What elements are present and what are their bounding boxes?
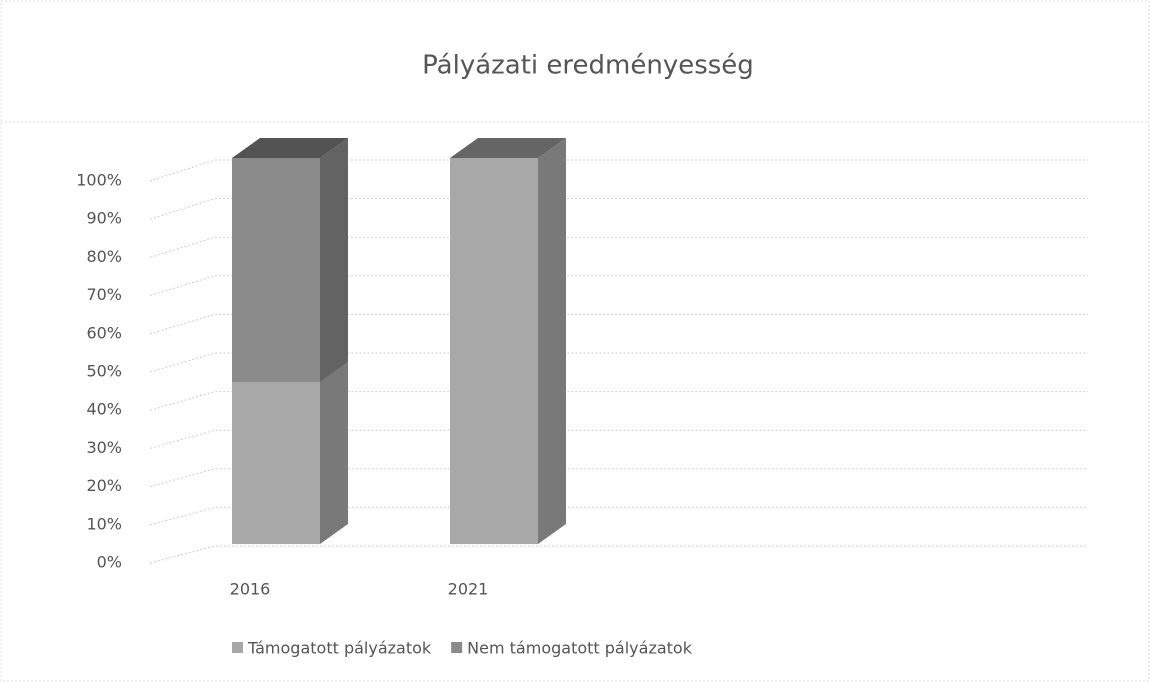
grid-line	[149, 313, 1088, 335]
bar-top	[232, 138, 348, 158]
bar-side	[320, 138, 348, 382]
grid-line	[149, 236, 1088, 258]
y-tick-label: 80%	[86, 247, 122, 266]
bar-top	[450, 138, 566, 158]
legend-label: Nem támogatott pályázatok	[467, 639, 693, 658]
y-tick-label: 20%	[86, 476, 122, 495]
grid-line	[149, 391, 1088, 411]
bar-segment	[232, 361, 348, 544]
grid-line	[149, 429, 1088, 449]
y-tick-label: 50%	[86, 362, 122, 381]
grid-line	[149, 545, 1088, 564]
grid-line	[149, 159, 1088, 182]
bar-side	[538, 138, 566, 544]
y-tick-label: 100%	[76, 171, 122, 190]
y-tick-label: 90%	[86, 209, 122, 228]
y-tick-label: 60%	[86, 323, 122, 342]
grid-line	[149, 198, 1088, 220]
y-tick-label: 0%	[97, 553, 122, 572]
grid-line	[149, 352, 1088, 373]
y-tick-label: 10%	[86, 514, 122, 533]
y-tick-label: 40%	[86, 400, 122, 419]
grid-line	[149, 275, 1088, 297]
x-tick-label: 2021	[448, 580, 489, 599]
bar-front	[232, 381, 320, 544]
legend-label: Támogatott pályázatok	[247, 639, 432, 658]
grid-line	[149, 468, 1088, 488]
bar-segment	[450, 138, 566, 544]
bar-segment	[232, 138, 348, 382]
legend-swatch	[451, 642, 463, 653]
y-tick-label: 70%	[86, 285, 122, 304]
bar-front	[450, 158, 538, 544]
grid-line	[149, 506, 1088, 526]
x-tick-label: 2016	[230, 580, 271, 599]
chart-title: Pályázati eredményesség	[422, 51, 754, 81]
legend-swatch	[232, 642, 243, 653]
bar-side	[320, 361, 348, 544]
bar-front	[232, 158, 320, 382]
y-tick-label: 30%	[86, 438, 122, 457]
